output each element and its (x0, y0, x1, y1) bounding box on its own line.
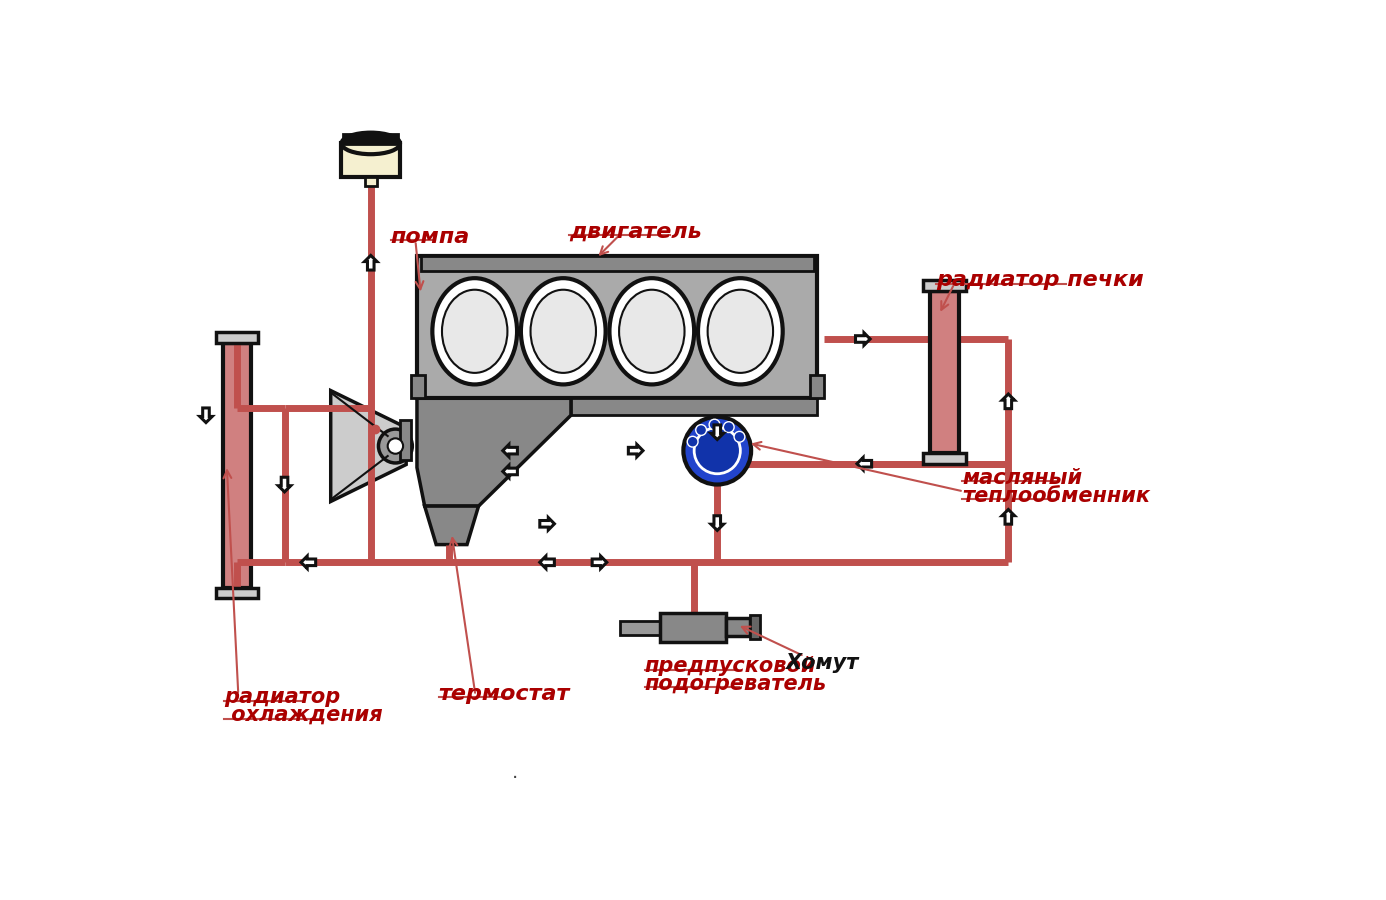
FancyArrow shape (365, 256, 377, 270)
Bar (216, 588, 258, 598)
FancyArrow shape (539, 556, 554, 569)
Bar (417, 256, 818, 399)
Bar (621, 621, 660, 634)
FancyArrow shape (539, 518, 554, 530)
Bar (421, 256, 814, 271)
Bar (410, 375, 424, 399)
Bar (216, 332, 258, 343)
Text: радиатор печки: радиатор печки (936, 270, 1143, 290)
Ellipse shape (531, 290, 596, 373)
Ellipse shape (442, 290, 507, 373)
FancyArrow shape (592, 556, 607, 569)
Ellipse shape (432, 278, 517, 384)
Polygon shape (331, 391, 406, 501)
Circle shape (694, 428, 740, 473)
Circle shape (378, 429, 413, 463)
FancyArrow shape (279, 477, 291, 492)
FancyArrow shape (503, 445, 517, 457)
Bar (923, 453, 966, 464)
Circle shape (687, 436, 699, 447)
Bar (365, 176, 377, 185)
FancyArrow shape (200, 408, 212, 423)
Text: помпа: помпа (391, 228, 470, 248)
FancyArrow shape (1002, 509, 1015, 524)
FancyArrow shape (857, 457, 872, 470)
Ellipse shape (620, 290, 685, 373)
Circle shape (683, 417, 751, 484)
Text: .: . (511, 762, 518, 781)
Text: предпусковой: предпусковой (644, 656, 816, 676)
Ellipse shape (521, 278, 606, 384)
FancyArrow shape (711, 516, 723, 530)
Polygon shape (417, 399, 571, 506)
Text: двигатель: двигатель (570, 222, 703, 242)
Circle shape (388, 438, 403, 454)
Text: Хомут: Хомут (784, 653, 858, 673)
FancyArrow shape (628, 445, 643, 457)
Circle shape (710, 419, 719, 430)
FancyArrow shape (1002, 394, 1015, 409)
Text: масляный: масляный (962, 468, 1082, 489)
FancyArrow shape (503, 465, 517, 478)
Polygon shape (571, 399, 818, 415)
Bar (750, 616, 761, 638)
Bar (223, 343, 251, 588)
Bar (809, 375, 823, 399)
Ellipse shape (699, 278, 783, 384)
Ellipse shape (610, 278, 694, 384)
Circle shape (735, 431, 744, 442)
Text: подогреватель: подогреватель (644, 674, 827, 694)
Bar (726, 617, 750, 636)
FancyArrow shape (301, 556, 316, 569)
FancyArrow shape (711, 425, 723, 439)
Text: теплообменник: теплообменник (962, 486, 1150, 506)
Ellipse shape (708, 290, 773, 373)
Circle shape (696, 425, 707, 436)
Bar (660, 613, 726, 643)
Text: охлаждения: охлаждения (225, 705, 383, 725)
Bar (342, 134, 399, 144)
Bar (401, 419, 410, 460)
Polygon shape (424, 506, 478, 544)
Text: термостат: термостат (438, 684, 570, 704)
Circle shape (723, 422, 735, 433)
Ellipse shape (341, 132, 401, 154)
Bar (923, 281, 966, 292)
Bar (341, 143, 401, 176)
Bar (930, 292, 959, 453)
Text: радиатор: радиатор (225, 687, 341, 707)
FancyArrow shape (855, 333, 870, 346)
